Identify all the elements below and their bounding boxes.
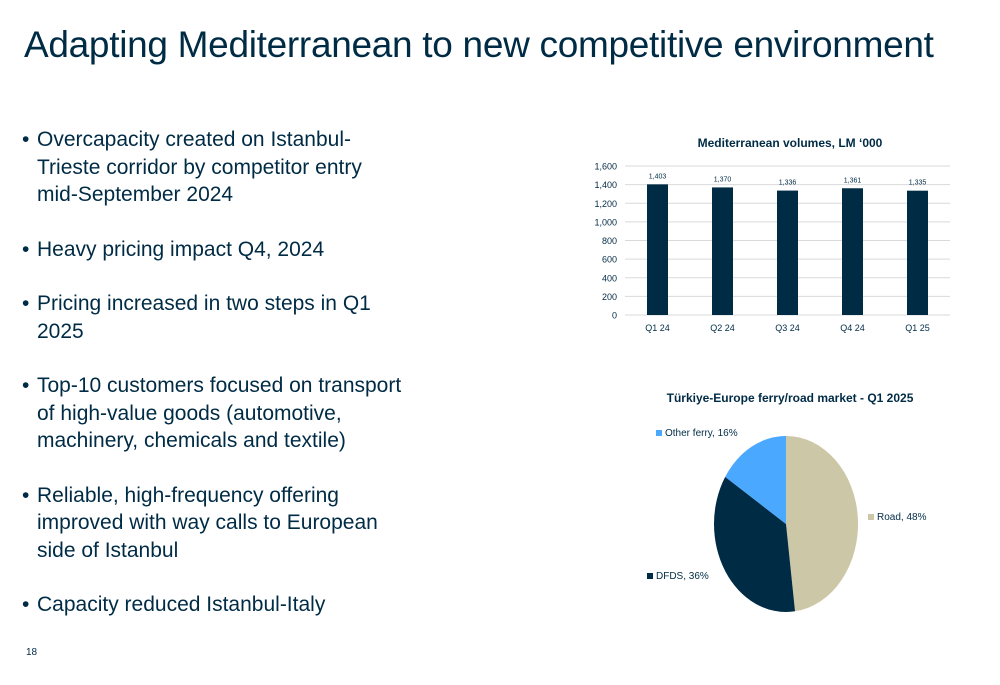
bar-data-label: 1,335 [909, 180, 927, 187]
pie-chart-title: Türkiye-Europe ferry/road market - Q1 20… [666, 391, 914, 405]
bullet-item: • Overcapacity created on Istanbul-Triest… [22, 126, 407, 209]
bar [907, 190, 928, 315]
bullet-dot: • [22, 292, 30, 315]
bar [842, 188, 863, 315]
bullet-item: • Capacity reduced Istanbul-Italy [22, 591, 407, 619]
pie-data-label: Road, 48% [877, 512, 927, 523]
bullet-item: • Top-10 customers focused on transport o… [22, 372, 407, 455]
bullet-dot: • [22, 374, 30, 397]
bullet-item: • Heavy pricing impact Q4, 2024 [22, 236, 407, 264]
y-tick-label: 1,400 [594, 180, 617, 190]
bar-data-label: 1,370 [714, 176, 732, 183]
x-tick-label: Q4 24 [840, 323, 865, 333]
pie-data-label: DFDS, 36% [656, 571, 709, 582]
bullet-dot: • [22, 483, 30, 507]
y-tick-label: 200 [602, 292, 617, 302]
page-number: 18 [26, 647, 38, 658]
x-tick-label: Q2 24 [710, 323, 735, 333]
x-tick-label: Q1 24 [645, 323, 670, 333]
bullet-item: • Reliable, high-frequency offering impro… [22, 482, 407, 565]
pie-label-swatch [656, 430, 662, 436]
x-tick-label: Q3 24 [775, 323, 800, 333]
pie-label-swatch [647, 573, 653, 579]
bullet-text: Pricing increased in two steps in Q1 202… [37, 292, 371, 343]
bullet-dot: • [22, 128, 30, 151]
y-tick-label: 1,600 [594, 162, 617, 172]
y-tick-label: 1,200 [594, 199, 617, 209]
bar-data-label: 1,403 [649, 173, 667, 180]
bar [647, 184, 668, 315]
y-tick-label: 600 [602, 255, 617, 265]
bar [777, 190, 798, 315]
bullet-text: Heavy pricing impact Q4, 2024 [37, 237, 325, 261]
bullet-text: Top-10 customers focused on transport of… [37, 374, 402, 452]
bar-chart: 0 200 400 600 800 1,000 1,200 1,400 1,600 1,403 Q1… [594, 162, 950, 333]
bar-chart-title: Mediterranean volumes, LM ‘000 [697, 136, 883, 150]
bar-data-label: 1,361 [844, 177, 862, 184]
y-tick-label: 400 [602, 273, 617, 283]
bullet-text: Reliable, high-frequency offering improv… [37, 483, 378, 562]
pie-slice [725, 436, 786, 524]
bar [712, 187, 733, 315]
slide-title: Adapting Mediterranean to new competitiv… [24, 24, 934, 65]
pie-slice [786, 436, 859, 612]
y-tick-label: 800 [602, 236, 617, 246]
pie-slice [714, 476, 796, 613]
bullet-text: Capacity reduced Istanbul-Italy [37, 593, 326, 616]
y-tick-label: 0 [612, 311, 617, 321]
y-tick-label: 1,000 [594, 217, 617, 227]
bullet-dot: • [22, 593, 30, 616]
bullet-list: • Overcapacity created on Istanbul-Triest… [22, 126, 407, 646]
pie-chart: Road, 48% DFDS, 36% Other ferry, 16% [647, 428, 927, 613]
bullet-item: • Pricing increased in two steps in Q1 20… [22, 290, 407, 345]
pie-label-swatch [868, 514, 874, 520]
pie-data-label: Other ferry, 16% [665, 428, 738, 439]
bar-data-label: 1,336 [779, 180, 797, 187]
x-tick-label: Q1 25 [905, 323, 930, 333]
bullet-dot: • [22, 237, 30, 261]
bullet-text: Overcapacity created on Istanbul-Trieste… [37, 128, 362, 206]
